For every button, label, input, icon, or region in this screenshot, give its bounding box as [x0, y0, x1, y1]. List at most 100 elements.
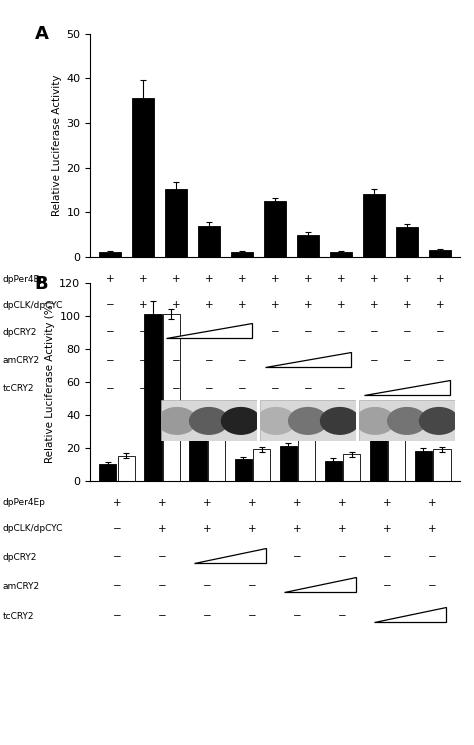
Text: +: +: [248, 498, 257, 508]
Text: +: +: [172, 274, 180, 285]
Text: +: +: [205, 274, 213, 285]
Ellipse shape: [158, 408, 196, 434]
Text: −: −: [106, 355, 114, 366]
Ellipse shape: [190, 408, 228, 434]
Text: tcCRY2: tcCRY2: [2, 384, 34, 393]
Text: −: −: [113, 611, 121, 621]
Bar: [253, 449, 270, 481]
Text: −: −: [248, 581, 257, 592]
Text: −: −: [158, 611, 166, 621]
Text: +: +: [138, 274, 147, 285]
Text: −: −: [338, 611, 347, 621]
Text: −: −: [383, 552, 392, 562]
Text: −: −: [293, 552, 302, 562]
Text: +: +: [337, 274, 345, 285]
Text: +: +: [402, 274, 411, 285]
Text: +: +: [237, 300, 246, 311]
Bar: [231, 252, 253, 257]
Bar: [396, 226, 418, 257]
Text: +: +: [205, 300, 213, 311]
Text: dpCLK/dpCYC: dpCLK/dpCYC: [2, 524, 63, 533]
Text: −: −: [303, 384, 312, 394]
Text: tcCRY2: tcCRY2: [2, 612, 34, 621]
Y-axis label: Relative Luciferase Activity (%): Relative Luciferase Activity (%): [45, 300, 55, 463]
FancyBboxPatch shape: [359, 401, 455, 441]
Text: −: −: [237, 384, 246, 394]
Text: dpCRY2: dpCRY2: [2, 553, 37, 562]
Text: +: +: [172, 300, 180, 311]
Ellipse shape: [356, 408, 394, 434]
Text: +: +: [436, 274, 444, 285]
Text: +: +: [304, 274, 312, 285]
Bar: [163, 314, 180, 481]
Text: −: −: [106, 327, 114, 337]
Text: −: −: [203, 581, 212, 592]
Bar: [429, 250, 451, 257]
Text: +: +: [203, 498, 211, 508]
Text: −: −: [337, 384, 346, 394]
Text: −: −: [204, 355, 213, 366]
Bar: [433, 449, 450, 481]
Text: +: +: [370, 274, 378, 285]
Text: −: −: [172, 355, 180, 366]
Bar: [388, 410, 405, 481]
Ellipse shape: [221, 408, 260, 434]
Ellipse shape: [289, 408, 327, 434]
Ellipse shape: [257, 408, 295, 434]
Text: +: +: [158, 498, 166, 508]
Bar: [264, 201, 286, 257]
FancyBboxPatch shape: [161, 401, 257, 441]
Bar: [298, 434, 315, 481]
Text: −: −: [172, 384, 180, 394]
Text: amCRY2: amCRY2: [2, 356, 39, 365]
Text: −: −: [428, 552, 437, 562]
Text: −: −: [370, 355, 378, 366]
Text: −: −: [158, 581, 166, 592]
Text: −: −: [383, 581, 392, 592]
Y-axis label: Relative Luciferase Activity: Relative Luciferase Activity: [52, 74, 62, 216]
Text: −: −: [402, 355, 411, 366]
Text: −: −: [113, 581, 121, 592]
Text: −: −: [237, 355, 246, 366]
Text: −: −: [106, 300, 114, 311]
Text: +: +: [271, 300, 279, 311]
Text: −: −: [138, 355, 147, 366]
Bar: [100, 464, 117, 481]
Text: −: −: [370, 327, 378, 337]
Text: +: +: [106, 274, 114, 285]
Text: +: +: [203, 524, 211, 534]
Text: +: +: [338, 498, 347, 508]
Text: +: +: [428, 498, 437, 508]
Text: A: A: [35, 25, 48, 42]
Text: B: B: [35, 275, 48, 294]
Text: +: +: [237, 274, 246, 285]
Bar: [370, 413, 387, 481]
Text: +: +: [304, 300, 312, 311]
Text: −: −: [138, 327, 147, 337]
Text: +: +: [337, 300, 345, 311]
Bar: [118, 456, 135, 481]
Text: −: −: [106, 384, 114, 394]
Text: +: +: [428, 524, 437, 534]
Bar: [235, 459, 252, 481]
Bar: [208, 428, 225, 481]
Bar: [190, 436, 207, 481]
Bar: [132, 98, 154, 257]
Bar: [363, 194, 385, 257]
Text: −: −: [428, 581, 437, 592]
Text: +: +: [248, 524, 257, 534]
Text: dpPer4Ep: dpPer4Ep: [2, 498, 45, 507]
Text: −: −: [293, 611, 302, 621]
Text: +: +: [158, 524, 166, 534]
Bar: [325, 460, 342, 481]
Bar: [330, 252, 352, 257]
Bar: [99, 252, 120, 257]
Text: amCRY2: amCRY2: [2, 582, 39, 591]
Text: −: −: [113, 552, 121, 562]
Text: −: −: [436, 327, 444, 337]
Bar: [198, 226, 219, 257]
Text: −: −: [303, 327, 312, 337]
Text: +: +: [402, 300, 411, 311]
Ellipse shape: [320, 408, 359, 434]
Bar: [415, 451, 432, 481]
